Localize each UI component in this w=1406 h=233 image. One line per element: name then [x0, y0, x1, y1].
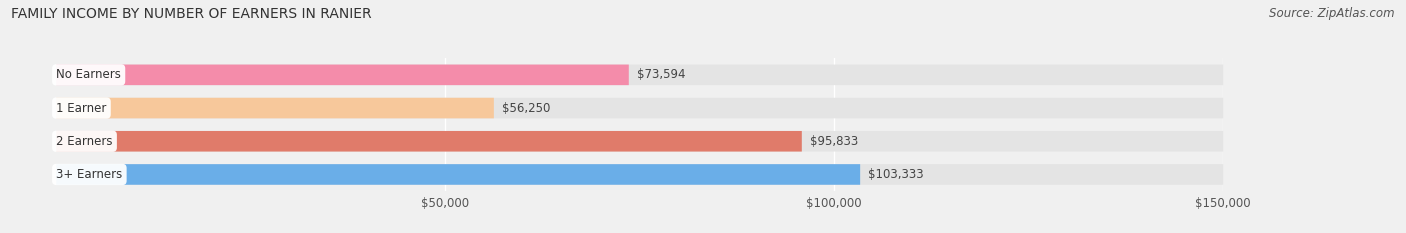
FancyBboxPatch shape: [56, 164, 860, 185]
FancyBboxPatch shape: [56, 164, 1223, 185]
Text: FAMILY INCOME BY NUMBER OF EARNERS IN RANIER: FAMILY INCOME BY NUMBER OF EARNERS IN RA…: [11, 7, 371, 21]
Text: 2 Earners: 2 Earners: [56, 135, 112, 148]
Text: $73,594: $73,594: [637, 68, 686, 81]
FancyBboxPatch shape: [56, 131, 1223, 151]
FancyBboxPatch shape: [56, 131, 801, 151]
Text: $95,833: $95,833: [810, 135, 858, 148]
FancyBboxPatch shape: [56, 98, 1223, 118]
FancyBboxPatch shape: [56, 65, 1223, 85]
FancyBboxPatch shape: [56, 98, 494, 118]
Text: 1 Earner: 1 Earner: [56, 102, 107, 115]
Text: $56,250: $56,250: [502, 102, 550, 115]
Text: Source: ZipAtlas.com: Source: ZipAtlas.com: [1270, 7, 1395, 20]
Text: $103,333: $103,333: [869, 168, 924, 181]
FancyBboxPatch shape: [56, 65, 628, 85]
Text: 3+ Earners: 3+ Earners: [56, 168, 122, 181]
Text: No Earners: No Earners: [56, 68, 121, 81]
